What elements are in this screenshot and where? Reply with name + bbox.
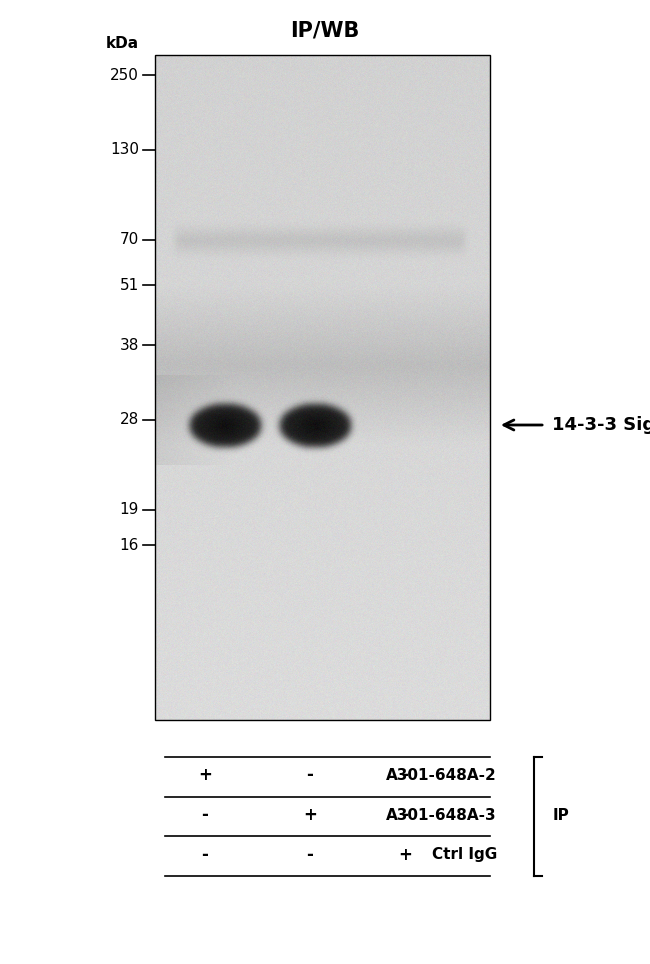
Text: A301-648A-3: A301-648A-3	[386, 808, 497, 822]
Text: IP: IP	[553, 809, 570, 823]
Text: -: -	[307, 766, 313, 784]
Text: -: -	[402, 806, 408, 824]
Text: 51: 51	[120, 278, 139, 292]
Text: 38: 38	[120, 337, 139, 353]
Bar	[155, 55, 490, 720]
Text: 19: 19	[120, 502, 139, 518]
Text: IP/WB: IP/WB	[291, 20, 359, 40]
Text: Ctrl IgG: Ctrl IgG	[432, 847, 497, 863]
Text: 250: 250	[110, 67, 139, 83]
Text: -: -	[202, 846, 209, 864]
Text: A301-648A-2: A301-648A-2	[386, 767, 497, 783]
Text: -: -	[307, 846, 313, 864]
Text: -: -	[402, 766, 408, 784]
Text: 14-3-3 Sigma: 14-3-3 Sigma	[552, 416, 650, 434]
Text: 70: 70	[120, 232, 139, 248]
Text: +: +	[398, 846, 412, 864]
Text: -: -	[202, 806, 209, 824]
Text: 16: 16	[120, 538, 139, 552]
Text: 130: 130	[110, 143, 139, 157]
Text: +: +	[198, 766, 212, 784]
Text: +: +	[303, 806, 317, 824]
Text: kDa: kDa	[106, 36, 139, 50]
Text: 28: 28	[120, 413, 139, 427]
